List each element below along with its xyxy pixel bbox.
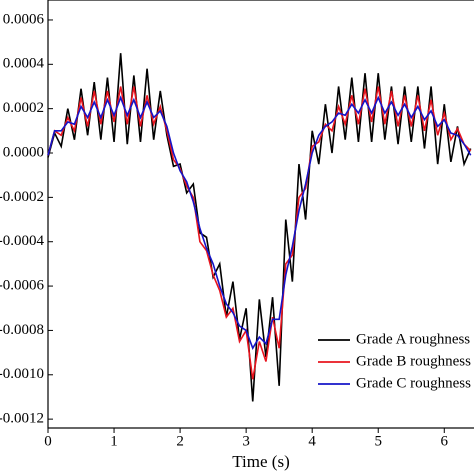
- legend-label: Grade C roughness: [356, 375, 471, 391]
- series-line: [47, 95, 472, 351]
- x-tick-label: 6: [441, 433, 449, 449]
- x-tick-label: 1: [110, 433, 118, 449]
- y-tick-label: -0.0012: [0, 411, 44, 427]
- y-tick-label: -0.0010: [0, 366, 44, 382]
- x-tick-label: 2: [176, 433, 184, 449]
- series-line: [47, 86, 472, 380]
- series-line: [47, 53, 472, 402]
- x-axis-label: Time (s): [232, 452, 289, 471]
- x-tick-label: 4: [308, 433, 316, 449]
- x-tick-label: 0: [44, 433, 52, 449]
- x-tick-label: 3: [242, 433, 250, 449]
- legend-label: Grade B roughness: [356, 353, 471, 369]
- y-tick-label: -0.0008: [0, 322, 44, 338]
- y-tick-label: 0.0004: [3, 56, 45, 72]
- y-tick-label: 0.0002: [3, 100, 44, 116]
- x-tick-label: 5: [374, 433, 382, 449]
- y-tick-label: -0.0002: [0, 189, 44, 205]
- plot-frame: [47, 0, 474, 429]
- y-tick-label: -0.0004: [0, 233, 44, 249]
- y-tick-label: -0.0006: [0, 278, 44, 294]
- y-tick-label: 0.0006: [3, 11, 45, 27]
- y-tick-label: 0.0000: [3, 144, 44, 160]
- legend-label: Grade A roughness: [356, 331, 470, 347]
